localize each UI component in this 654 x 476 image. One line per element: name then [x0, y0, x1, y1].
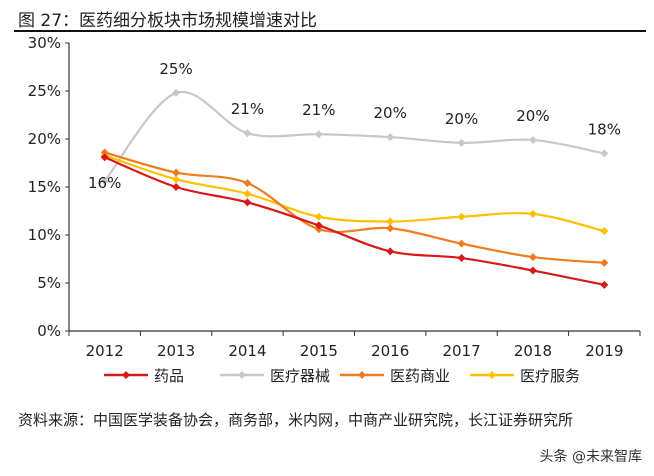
- legend-label: 医疗器械: [270, 367, 330, 385]
- x-tick-label: 2012: [86, 342, 124, 360]
- data-point-药品: [172, 183, 181, 191]
- series-line-医疗服务: [104, 154, 605, 233]
- y-tick-label: 30%: [28, 34, 61, 52]
- figure-title: 图 27：医药细分板块市场规模增速对比: [18, 11, 318, 31]
- data-point-医疗器械: [600, 149, 609, 158]
- x-tick-label: 2013: [157, 342, 195, 360]
- data-point-药品: [528, 266, 537, 275]
- x-tick-label: 2014: [228, 342, 266, 360]
- x-tick-label: 2016: [371, 342, 409, 360]
- data-point-药品: [600, 280, 609, 289]
- y-tick-label: 15%: [28, 178, 61, 196]
- legend-marker-医疗器械: [238, 371, 246, 379]
- data-point-医疗服务: [386, 217, 395, 226]
- x-tick-label: 2015: [300, 342, 338, 360]
- data-label: 21%: [231, 100, 264, 118]
- data-point-医药商业: [528, 253, 537, 262]
- data-point-医疗器械: [457, 138, 466, 147]
- data-label: 20%: [516, 107, 549, 125]
- data-point-药品: [386, 247, 395, 256]
- data-point-医疗服务: [314, 212, 323, 221]
- x-tick-label: 2017: [442, 342, 480, 360]
- data-label: 25%: [159, 60, 192, 78]
- y-tick-label: 25%: [28, 82, 61, 100]
- data-point-医疗服务: [457, 212, 466, 221]
- data-point-医疗服务: [528, 209, 537, 218]
- data-point-医疗服务: [243, 189, 252, 198]
- legend-label: 医药商业: [390, 367, 450, 385]
- legend-marker-医疗服务: [488, 371, 496, 379]
- data-point-药品: [314, 221, 323, 230]
- data-point-医疗器械: [172, 88, 181, 97]
- legend-marker-医药商业: [358, 371, 366, 379]
- series-line-医疗器械: [103, 90, 605, 182]
- data-label: 16%: [88, 174, 121, 192]
- source-note: 资料来源：中国医学装备协会，商务部，米内网，中商产业研究院，长江证券研究所: [18, 411, 574, 429]
- data-point-医药商业: [243, 179, 252, 188]
- data-point-医疗器械: [100, 177, 109, 186]
- y-tick-label: 5%: [37, 274, 61, 292]
- y-tick-label: 10%: [28, 226, 61, 244]
- data-point-医药商业: [386, 224, 395, 233]
- title-rule: [14, 30, 646, 32]
- legend-label: 医疗服务: [520, 367, 580, 385]
- data-label: 20%: [374, 104, 407, 122]
- data-point-医疗器械: [386, 133, 395, 142]
- legend-label: 药品: [154, 367, 184, 385]
- legend-marker-药品: [122, 371, 130, 379]
- data-point-医疗服务: [172, 175, 181, 184]
- data-point-医疗器械: [314, 130, 323, 139]
- y-tick-label: 20%: [28, 130, 61, 148]
- data-point-医药商业: [172, 168, 181, 177]
- series-line-药品: [104, 156, 605, 286]
- data-label: 20%: [445, 110, 478, 128]
- data-point-医药商业: [100, 148, 109, 157]
- y-tick-label: 0%: [37, 322, 61, 340]
- data-point-药品: [457, 254, 466, 263]
- data-point-医疗器械: [243, 129, 252, 138]
- data-point-医药商业: [600, 258, 609, 267]
- series-line-医药商业: [104, 151, 605, 264]
- data-point-医疗服务: [600, 227, 609, 236]
- data-point-医疗器械: [528, 135, 537, 144]
- data-point-医药商业: [457, 239, 466, 248]
- x-tick-label: 2019: [585, 342, 623, 360]
- data-label: 18%: [588, 120, 621, 138]
- data-point-药品: [243, 198, 252, 207]
- line-chart: 0% 5% 10% 15% 20% 25% 30% 2012 2013 2014 2015 2016 2…: [28, 34, 641, 385]
- data-point-药品: [100, 153, 109, 162]
- data-label: 21%: [302, 101, 335, 119]
- watermark: 头条 @未来智库: [539, 449, 642, 465]
- x-tick-label: 2018: [514, 342, 552, 360]
